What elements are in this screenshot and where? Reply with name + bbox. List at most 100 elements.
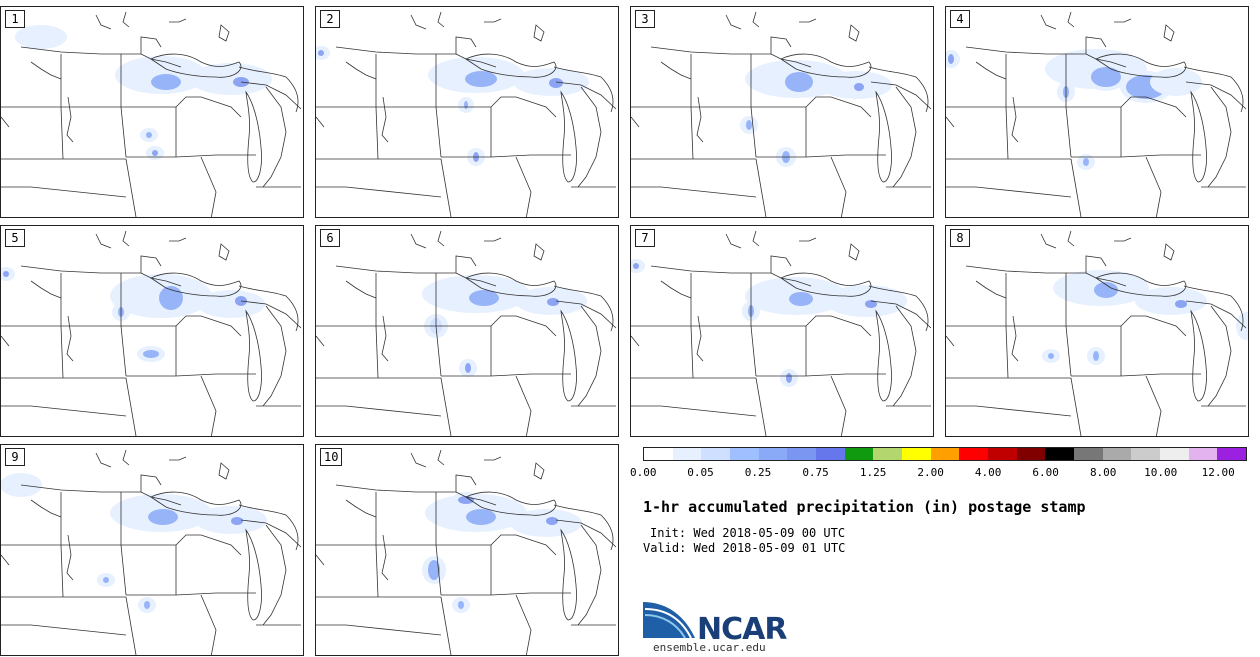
colorbar-swatch [672, 448, 702, 460]
member-map [631, 11, 932, 217]
colorbar-tick-label: 4.00 [974, 466, 1002, 479]
map-boundary [66, 534, 74, 581]
map-boundary [690, 325, 694, 379]
map-boundary [316, 116, 325, 128]
map-boundary [455, 272, 497, 287]
colorbar-swatch [930, 448, 960, 460]
map-boundary [20, 265, 141, 274]
precip-core [458, 601, 464, 609]
precip-core [547, 298, 559, 306]
map-boundary [515, 156, 532, 217]
ensemble-member-panel: 1 [0, 6, 304, 218]
map-boundary [345, 499, 377, 518]
map-boundary [218, 243, 230, 261]
map-boundary [631, 335, 640, 347]
map-boundary [1185, 300, 1247, 329]
ncar-logo-text: NCAR [697, 612, 787, 647]
map-boundary [175, 315, 242, 337]
map-boundary [240, 519, 302, 548]
map-boundary [30, 61, 62, 80]
map-boundary [455, 53, 497, 68]
ensemble-member-panel: 7 [630, 225, 934, 437]
map-boundary [1005, 325, 1009, 379]
map-boundary [555, 519, 617, 548]
map-boundary [455, 36, 477, 54]
colorbar-swatch [787, 448, 817, 460]
map-boundary [245, 90, 262, 183]
map-boundary [1095, 53, 1187, 78]
map-boundary [437, 449, 445, 466]
ensemble-member-panel: 3 [630, 6, 934, 218]
map-boundary [650, 46, 771, 55]
map-boundary [240, 300, 302, 329]
map-boundary [560, 90, 577, 183]
map-boundary [1120, 96, 1187, 118]
map-boundary [1011, 96, 1019, 143]
map-boundary [770, 255, 792, 273]
map-boundary [892, 86, 917, 188]
precip-core [159, 286, 183, 310]
precip-core [1156, 72, 1196, 92]
precip-core [1175, 300, 1187, 308]
map-boundary [755, 158, 767, 217]
map-boundary [316, 186, 442, 198]
member-number: 3 [635, 10, 655, 28]
map-boundary [441, 154, 532, 158]
map-boundary [66, 315, 74, 362]
map-boundary [455, 491, 497, 506]
map-boundary [1, 405, 127, 417]
map-boundary [316, 554, 325, 566]
colorbar-tick-label: 0.25 [744, 466, 772, 479]
colorbar-tick-label: 6.00 [1032, 466, 1059, 479]
map-boundary [465, 491, 557, 516]
map-boundary [30, 499, 62, 518]
map-boundary [1040, 233, 1057, 249]
map-boundary [799, 237, 817, 242]
map-boundary [262, 86, 287, 188]
map-boundary [60, 544, 64, 598]
map-boundary [440, 158, 452, 217]
colorbar-swatch [1074, 448, 1103, 460]
map-boundary [1207, 305, 1232, 407]
colorbar [643, 447, 1247, 461]
member-number: 1 [5, 10, 25, 28]
map-boundary [631, 106, 757, 158]
map-boundary [533, 243, 545, 261]
map-boundary [169, 237, 187, 242]
map-boundary [770, 272, 812, 287]
map-boundary [125, 377, 137, 436]
member-map [946, 230, 1248, 436]
map-boundary [946, 186, 1072, 198]
member-map [316, 449, 617, 655]
map-boundary [440, 596, 452, 655]
map-boundary [150, 53, 242, 78]
map-boundary [262, 305, 287, 407]
map-boundary [752, 11, 760, 28]
map-boundary [1207, 86, 1232, 188]
map-boundary [515, 594, 532, 655]
ensemble-member-panel: 2 [315, 6, 619, 218]
map-boundary [490, 534, 557, 556]
precip-core [746, 120, 752, 130]
map-boundary [805, 315, 872, 337]
map-boundary [848, 243, 860, 261]
member-map [316, 11, 617, 217]
map-boundary [490, 315, 557, 337]
map-boundary [316, 325, 442, 377]
precip-core [865, 300, 877, 308]
map-boundary [484, 456, 502, 461]
precip-core [143, 350, 159, 358]
member-map [1, 449, 302, 655]
member-map [1, 230, 302, 436]
precip-core [469, 290, 499, 306]
member-number: 8 [950, 229, 970, 247]
map-boundary [381, 315, 389, 362]
map-boundary [316, 405, 442, 417]
valid-value: Wed 2018-05-09 01 UTC [693, 541, 846, 555]
precip-core [318, 50, 324, 56]
map-boundary [660, 61, 692, 80]
map-boundary [770, 53, 812, 68]
map-boundary [1185, 81, 1247, 110]
map-boundary [126, 592, 217, 596]
map-boundary [1070, 158, 1082, 217]
